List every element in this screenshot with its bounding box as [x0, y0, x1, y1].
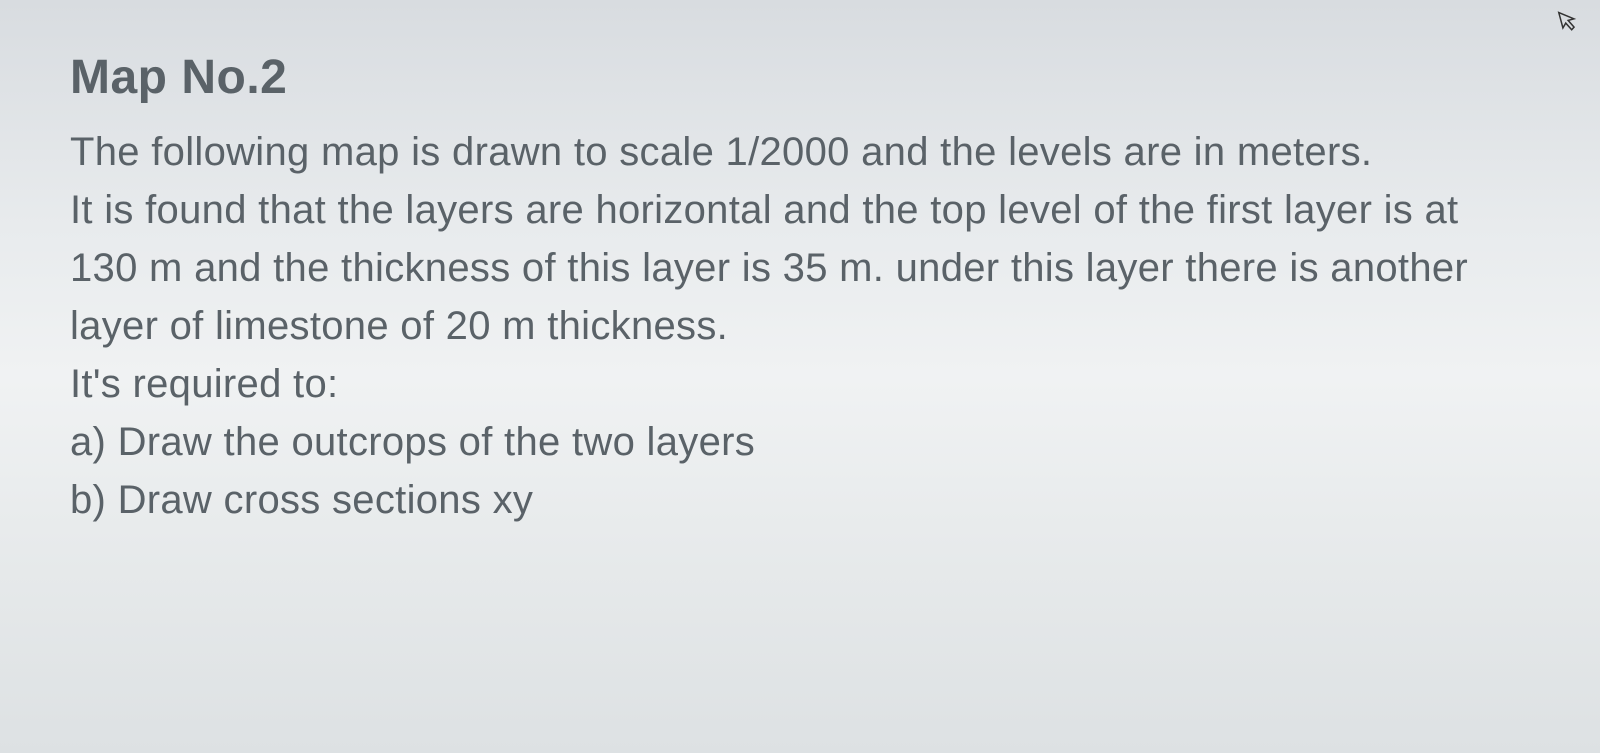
document-title: Map No.2: [70, 50, 1530, 105]
lead-in-text: It's required to:: [70, 355, 1530, 413]
requirement-b: b) Draw cross sections xy: [70, 471, 1530, 529]
paragraph-layers: It is found that the layers are horizont…: [70, 181, 1530, 355]
requirement-a: a) Draw the outcrops of the two layers: [70, 413, 1530, 471]
paragraph-scale: The following map is drawn to scale 1/20…: [70, 123, 1530, 181]
cursor-icon: [1556, 6, 1583, 41]
document-content: Map No.2 The following map is drawn to s…: [70, 50, 1530, 529]
